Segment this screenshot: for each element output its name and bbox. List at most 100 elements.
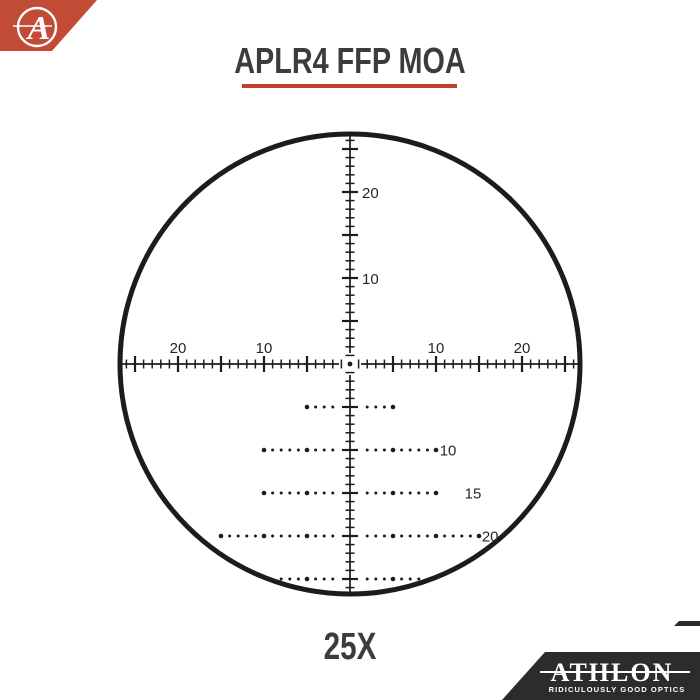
holdover-dot <box>304 404 310 410</box>
holdover-dot <box>304 533 310 539</box>
brand-name: ATHLON <box>550 658 674 687</box>
holdover-dot <box>400 491 404 495</box>
holdover-dot <box>382 448 386 452</box>
holdover-dot <box>253 534 257 538</box>
holdover-dot <box>271 491 275 495</box>
holdover-dot <box>425 448 429 452</box>
holdover-dot <box>365 448 369 452</box>
holdover-dot <box>304 490 310 496</box>
holdover-dot <box>374 405 378 409</box>
holdover-dot <box>443 534 447 538</box>
holdover-dot <box>271 448 275 452</box>
holdover-dot <box>433 533 439 539</box>
holdover-dot <box>382 577 386 581</box>
holdover-dot <box>279 491 283 495</box>
moa-number: 20 <box>362 185 379 202</box>
holdover-dot <box>460 534 464 538</box>
holdover-dot <box>279 534 283 538</box>
holdover-dot <box>476 533 482 539</box>
holdover-dot <box>390 404 396 410</box>
badge-letter: A <box>26 10 51 47</box>
moa-number: 20 <box>514 340 531 357</box>
holdover-dot <box>417 577 421 581</box>
holdover-dot <box>288 448 292 452</box>
holdover-dot <box>322 577 326 581</box>
holdover-dot <box>279 448 283 452</box>
holdover-dot <box>261 490 267 496</box>
holdover-dot <box>374 491 378 495</box>
holdover-dot <box>408 448 412 452</box>
holdover-dot <box>322 534 326 538</box>
holdover-dot <box>288 491 292 495</box>
holdover-dot <box>365 534 369 538</box>
holdover-dot <box>271 534 275 538</box>
holdover-dot <box>261 447 267 453</box>
holdover-dot <box>314 405 318 409</box>
holdover-dot <box>374 577 378 581</box>
holdover-dot <box>245 534 249 538</box>
holdover-dot <box>261 533 267 539</box>
holdover-dot <box>365 491 369 495</box>
holdover-dot <box>400 448 404 452</box>
holdover-dot <box>382 491 386 495</box>
holdover-dot <box>390 447 396 453</box>
holdover-dot <box>331 577 335 581</box>
moa-number: 10 <box>362 271 379 288</box>
moa-number: 20 <box>482 529 499 546</box>
holdover-dot <box>390 533 396 539</box>
holdover-dot <box>390 576 396 582</box>
holdover-dot <box>296 448 300 452</box>
holdover-dot <box>417 491 421 495</box>
brand-accent-stripe <box>674 621 700 626</box>
holdover-dot <box>228 534 232 538</box>
athlon-badge-icon: A <box>13 6 58 48</box>
holdover-dot <box>382 534 386 538</box>
holdover-dot <box>279 577 283 581</box>
moa-number: 10 <box>428 340 445 357</box>
brand-tagline: RIDICULOUSLY GOOD OPTICS <box>548 685 686 694</box>
holdover-dot <box>365 577 369 581</box>
holdover-dot <box>314 534 318 538</box>
holdover-dot <box>331 405 335 409</box>
holdover-dot <box>417 534 421 538</box>
holdover-dot <box>296 534 300 538</box>
horizontal-axis: 10 10 20 20 <box>122 340 578 372</box>
holdover-dot <box>322 405 326 409</box>
title-underline <box>242 84 457 88</box>
holdover-dot <box>304 576 310 582</box>
holdover-dot <box>314 491 318 495</box>
holdover-dot <box>331 448 335 452</box>
holdover-dot <box>374 448 378 452</box>
holdover-dot <box>408 534 412 538</box>
holdover-dot <box>304 447 310 453</box>
holdover-dot <box>408 577 412 581</box>
holdover-dot <box>331 534 335 538</box>
holdover-dot <box>468 534 472 538</box>
holdover-dot <box>382 405 386 409</box>
holdover-dot <box>390 490 396 496</box>
moa-number: 20 <box>170 340 187 357</box>
vertical-axis: 10 20 <box>342 136 379 592</box>
moa-number: 10 <box>256 340 273 357</box>
holdover-dot <box>408 491 412 495</box>
reticle-circle <box>117 131 583 597</box>
center-dot <box>347 361 353 367</box>
holdover-dot <box>296 491 300 495</box>
holdover-dot <box>400 577 404 581</box>
holdover-dot <box>288 577 292 581</box>
holdover-dot <box>374 534 378 538</box>
holdover-dot <box>433 447 439 453</box>
holdover-dot <box>451 534 455 538</box>
holdover-dot <box>331 491 335 495</box>
brand-name-strikethrough <box>540 671 690 673</box>
holdover-dot <box>314 448 318 452</box>
moa-number: 15 <box>465 486 482 503</box>
holdover-dot <box>296 577 300 581</box>
holdover-dot <box>322 491 326 495</box>
page-title: APLR4 FFP MOA <box>234 40 466 81</box>
holdover-dot <box>288 534 292 538</box>
badge-circle <box>16 6 58 48</box>
holdover-dot <box>236 534 240 538</box>
